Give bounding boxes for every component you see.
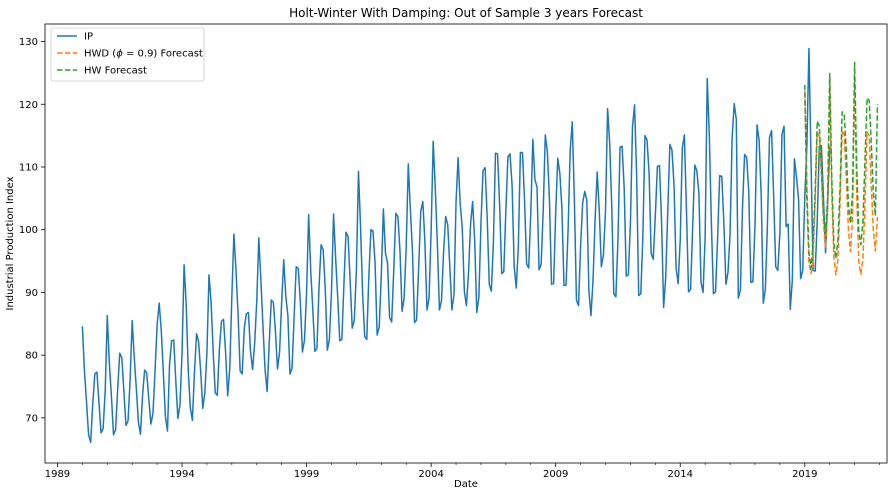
x-tick-label: 1999 [294, 469, 319, 480]
x-tick-label: 2014 [668, 469, 693, 480]
ticks-layer: 1989 1994 1999 2004 2009 2014 2019 70 80 90 100 110… [19, 37, 880, 480]
plot-frame [44, 23, 888, 464]
y-tick-label: 100 [19, 225, 38, 236]
y-tick-label: 70 [25, 413, 38, 424]
x-tick-label: 2009 [543, 469, 568, 480]
series-line-2 [804, 61, 879, 270]
series-line-0 [81, 47, 831, 444]
x-tick-label: 1994 [169, 469, 194, 480]
y-tick-label: 110 [19, 162, 38, 173]
x-tick-label: 2004 [418, 469, 443, 480]
chart-title: Holt-Winter With Damping: Out of Sample … [289, 6, 643, 20]
x-tick-label: 2019 [792, 469, 817, 480]
y-tick-label: 130 [19, 37, 38, 48]
x-axis-label: Date [454, 479, 478, 490]
legend-label-hwd-forecast: HWD (ϕ = 0.9) Forecast [84, 49, 203, 60]
x-tick-label: 1989 [45, 469, 70, 480]
series-layer [81, 47, 879, 444]
legend-box [50, 27, 205, 82]
y-tick-label: 120 [19, 100, 38, 111]
y-axis-label: Industrial Production Index [5, 176, 16, 310]
y-tick-label: 90 [25, 288, 38, 299]
legend-label-hw-forecast: HW Forecast [84, 66, 147, 77]
y-tick-label: 80 [25, 351, 38, 362]
legend-label-ip: IP [84, 32, 93, 43]
legend: IP HWD (ϕ = 0.9) Forecast HW Forecast [50, 27, 205, 82]
